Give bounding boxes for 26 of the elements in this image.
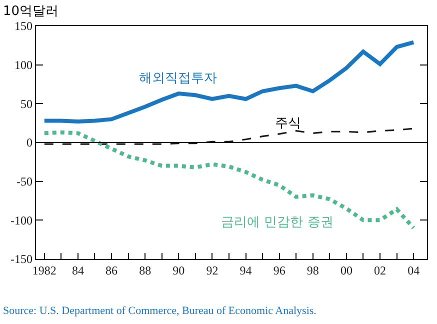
x-tick-label: 86	[106, 264, 118, 278]
x-tick-label: 02	[374, 264, 386, 278]
x-tick-label: 94	[240, 264, 252, 278]
line-series	[44, 128, 414, 145]
series-label: 금리에 민감한 증권	[221, 215, 334, 230]
source-note: Source: U.S. Department of Commerce, Bureau of Economic Analysis.	[3, 305, 317, 317]
y-tick-label: 150	[14, 19, 32, 34]
y-tick-label: -50	[16, 174, 32, 189]
y-tick-label: 50	[20, 96, 32, 111]
x-tick-label: 88	[139, 264, 152, 278]
y-tick-label: 100	[14, 58, 32, 72]
x-tick-label: 90	[172, 264, 185, 278]
series-label: 해외직접투자	[139, 71, 217, 86]
x-tick-label: 00	[340, 264, 352, 278]
y-axis-title: 10억달러	[3, 4, 59, 19]
x-tick-label: 98	[306, 264, 319, 278]
x-tick-label: 92	[206, 264, 218, 278]
y-tick-label: 0	[26, 136, 32, 150]
line-series	[42, 130, 416, 230]
series-label: 주식	[275, 116, 301, 131]
x-tick-label: 1982	[32, 264, 56, 278]
x-tick-label: 96	[273, 264, 286, 278]
y-tick-label: -150	[10, 252, 32, 266]
x-tick-label: 04	[408, 264, 420, 278]
y-tick-label: -100	[10, 213, 32, 228]
x-tick-label: 84	[72, 264, 84, 278]
